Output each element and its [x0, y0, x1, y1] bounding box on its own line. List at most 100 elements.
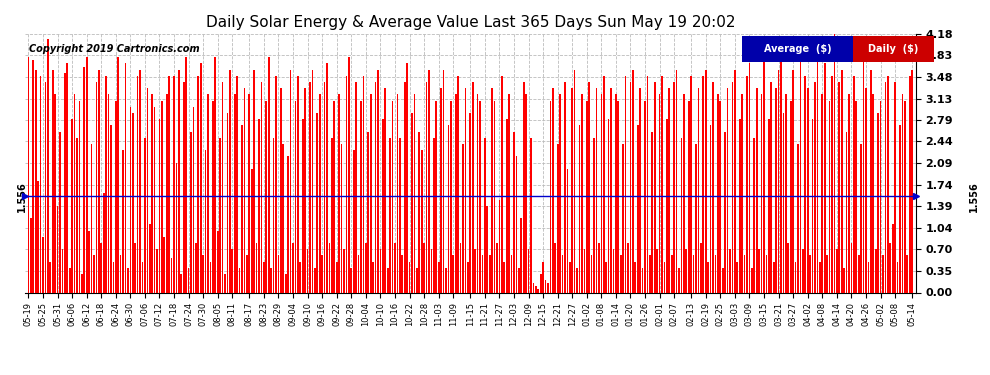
Bar	[535, 286, 537, 292]
Bar	[620, 255, 622, 292]
Bar	[357, 255, 359, 292]
Bar	[205, 150, 207, 292]
Bar	[628, 243, 629, 292]
Bar	[297, 76, 299, 292]
Bar	[224, 274, 226, 292]
Bar	[673, 82, 675, 292]
Bar	[171, 258, 172, 292]
Bar	[850, 243, 852, 292]
Bar	[785, 94, 787, 292]
Text: 1.556: 1.556	[968, 181, 979, 212]
Bar	[145, 138, 146, 292]
Bar	[195, 243, 197, 292]
Bar	[222, 82, 224, 292]
Bar	[329, 243, 331, 292]
Bar	[875, 249, 876, 292]
Bar	[603, 76, 605, 292]
Bar	[148, 224, 150, 292]
Bar	[824, 63, 826, 292]
Bar	[800, 45, 801, 292]
Bar	[637, 125, 639, 292]
Bar	[33, 60, 34, 292]
Bar	[707, 261, 709, 292]
Bar	[544, 280, 546, 292]
Bar	[574, 70, 575, 292]
Bar	[237, 76, 238, 292]
Bar	[287, 156, 289, 292]
Bar	[700, 243, 702, 292]
Bar	[384, 88, 386, 292]
Bar	[314, 268, 316, 292]
Bar	[270, 268, 272, 292]
Bar	[64, 73, 65, 292]
Text: Average  ($): Average ($)	[764, 44, 832, 54]
Bar	[355, 82, 357, 292]
Bar	[491, 88, 493, 292]
Bar	[66, 63, 68, 292]
Bar	[454, 94, 456, 292]
Bar	[185, 57, 187, 292]
Bar	[268, 57, 269, 292]
Bar	[538, 290, 540, 292]
Bar	[756, 88, 757, 292]
Bar	[894, 82, 896, 292]
Bar	[695, 144, 697, 292]
Bar	[867, 261, 869, 292]
Text: Copyright 2019 Cartronics.com: Copyright 2019 Cartronics.com	[30, 44, 200, 54]
Bar	[625, 76, 627, 292]
Bar	[50, 261, 51, 292]
Bar	[258, 119, 260, 292]
Bar	[253, 70, 255, 292]
Bar	[247, 255, 248, 292]
Bar	[601, 94, 602, 292]
Bar	[113, 261, 114, 292]
Bar	[742, 36, 853, 62]
Bar	[322, 255, 323, 292]
Bar	[897, 261, 898, 292]
Bar	[370, 94, 371, 292]
Bar	[748, 63, 750, 292]
Bar	[81, 274, 82, 292]
Bar	[292, 243, 294, 292]
Bar	[319, 94, 321, 292]
Bar	[904, 100, 906, 292]
Bar	[406, 63, 408, 292]
Bar	[47, 39, 49, 292]
Bar	[795, 261, 796, 292]
Bar	[188, 268, 189, 292]
Bar	[244, 88, 246, 292]
Bar	[282, 144, 284, 292]
Bar	[290, 70, 291, 292]
Bar	[95, 82, 97, 292]
Bar	[438, 261, 440, 292]
Bar	[703, 76, 704, 292]
Bar	[467, 261, 468, 292]
Bar	[610, 88, 612, 292]
Bar	[543, 261, 544, 292]
Bar	[877, 113, 879, 292]
Bar	[472, 82, 473, 292]
Bar	[61, 249, 63, 292]
Bar	[304, 88, 306, 292]
Bar	[317, 113, 318, 292]
Bar	[496, 243, 498, 292]
Bar	[805, 76, 806, 292]
Bar	[753, 138, 755, 292]
Bar	[556, 144, 558, 292]
Bar	[285, 274, 286, 292]
Bar	[812, 119, 814, 292]
Bar	[307, 249, 309, 292]
Bar	[108, 94, 109, 292]
Bar	[528, 249, 530, 292]
Bar	[450, 100, 451, 292]
Bar	[168, 76, 170, 292]
Bar	[71, 119, 73, 292]
Bar	[377, 70, 379, 292]
Bar	[69, 268, 70, 292]
Bar	[817, 36, 819, 292]
Bar	[151, 94, 153, 292]
Bar	[654, 82, 655, 292]
Bar	[848, 94, 849, 292]
Bar	[596, 88, 597, 292]
Bar	[690, 76, 692, 292]
